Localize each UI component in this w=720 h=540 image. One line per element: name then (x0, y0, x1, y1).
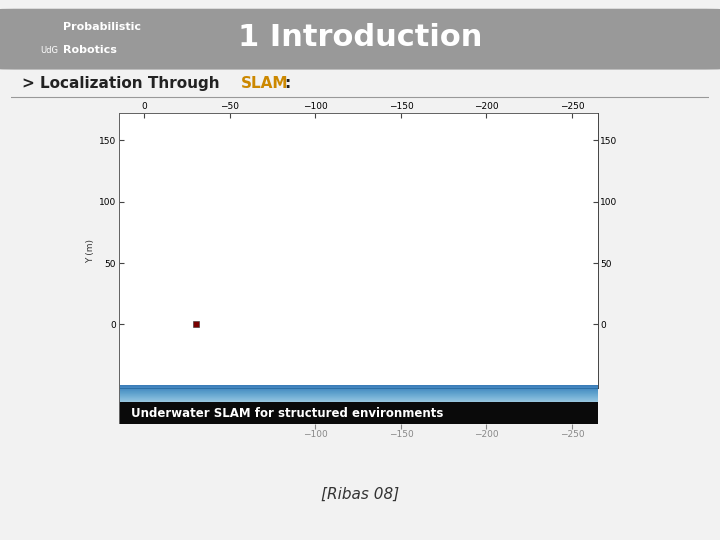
Text: UdG: UdG (40, 46, 58, 55)
Text: [Ribas 08]: [Ribas 08] (321, 487, 399, 502)
Text: SLAM: SLAM (241, 76, 289, 91)
Text: Robotics: Robotics (63, 45, 117, 55)
Y-axis label: Y (m): Y (m) (86, 239, 94, 263)
Text: 1 Introduction: 1 Introduction (238, 23, 482, 52)
Bar (119, 402, 598, 424)
Text: Probabilistic: Probabilistic (63, 22, 141, 32)
Text: :: : (284, 76, 291, 91)
FancyBboxPatch shape (0, 9, 720, 70)
Text: > Localization Through: > Localization Through (22, 76, 225, 91)
Text: Underwater SLAM for structured environments: Underwater SLAM for structured environme… (131, 407, 443, 420)
